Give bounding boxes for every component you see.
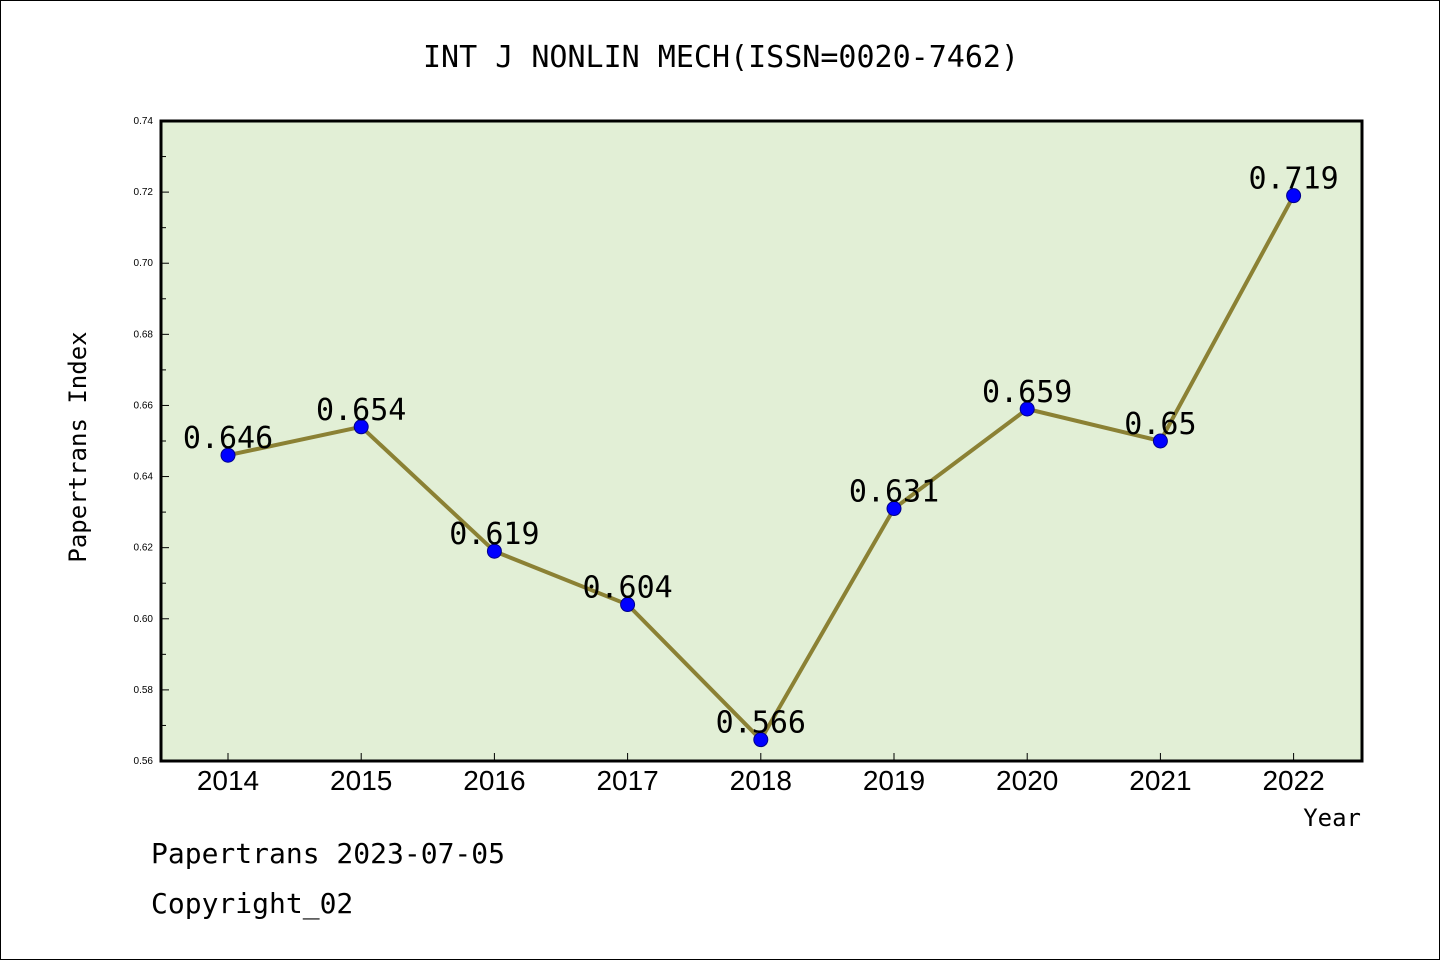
x-axis: 2014 2015 2016 2017 2018 2019 2020 2021 2022 [197,753,1325,796]
data-label: 0.659 [982,375,1072,410]
data-point [886,501,902,517]
data-point [220,447,236,463]
y-tick-label: 0.74 [134,116,154,127]
x-tick-label: 2017 [596,765,658,796]
y-axis: 0.56 0.58 0.60 0.62 0.64 0.66 0.68 0.70 0.72 0.74 [134,116,169,767]
data-point [486,543,502,559]
x-tick-label: 2019 [863,765,925,796]
data-label: 0.604 [582,571,672,606]
x-tick-label: 2018 [730,765,792,796]
y-tick-label: 0.62 [134,543,154,554]
x-tick-label: 2016 [463,765,525,796]
y-tick-label: 0.72 [134,187,154,198]
data-point [1019,401,1035,417]
data-label: 0.631 [849,475,939,510]
y-tick-label: 0.60 [134,614,154,625]
y-tick-label: 0.66 [134,400,154,411]
data-label: 0.646 [183,421,273,456]
x-axis-label: Year [1303,804,1361,832]
data-label: 0.619 [449,517,539,552]
data-labels: 0.646 0.654 0.619 0.604 0.566 0.631 0.659 0.65 0… [183,162,1339,741]
data-markers [220,188,1302,748]
y-tick-label: 0.58 [134,685,154,696]
chart-title: INT J NONLIN MECH(ISSN=0020-7462) [423,40,1019,75]
data-point [620,597,636,613]
x-tick-label: 2022 [1262,765,1324,796]
data-label: 0.654 [316,393,406,428]
data-point [1152,433,1168,449]
footer-date: Papertrans 2023-07-05 [151,837,506,870]
y-tick-label: 0.70 [134,258,154,269]
x-tick-label: 2020 [996,765,1058,796]
data-label: 0.566 [716,706,806,741]
x-tick-label: 2021 [1129,765,1191,796]
footer-copyright: Copyright_02 [151,887,354,920]
data-point [1286,188,1302,204]
data-label: 0.65 [1124,407,1196,442]
y-tick-label: 0.56 [134,756,154,767]
x-tick-label: 2014 [197,765,259,796]
data-point [353,419,369,435]
y-tick-label: 0.68 [134,329,154,340]
y-axis-label: Papertrans Index [64,331,92,562]
y-tick-label: 0.64 [134,472,154,483]
data-label: 0.719 [1248,162,1338,197]
x-tick-label: 2015 [330,765,392,796]
data-point [753,732,769,748]
